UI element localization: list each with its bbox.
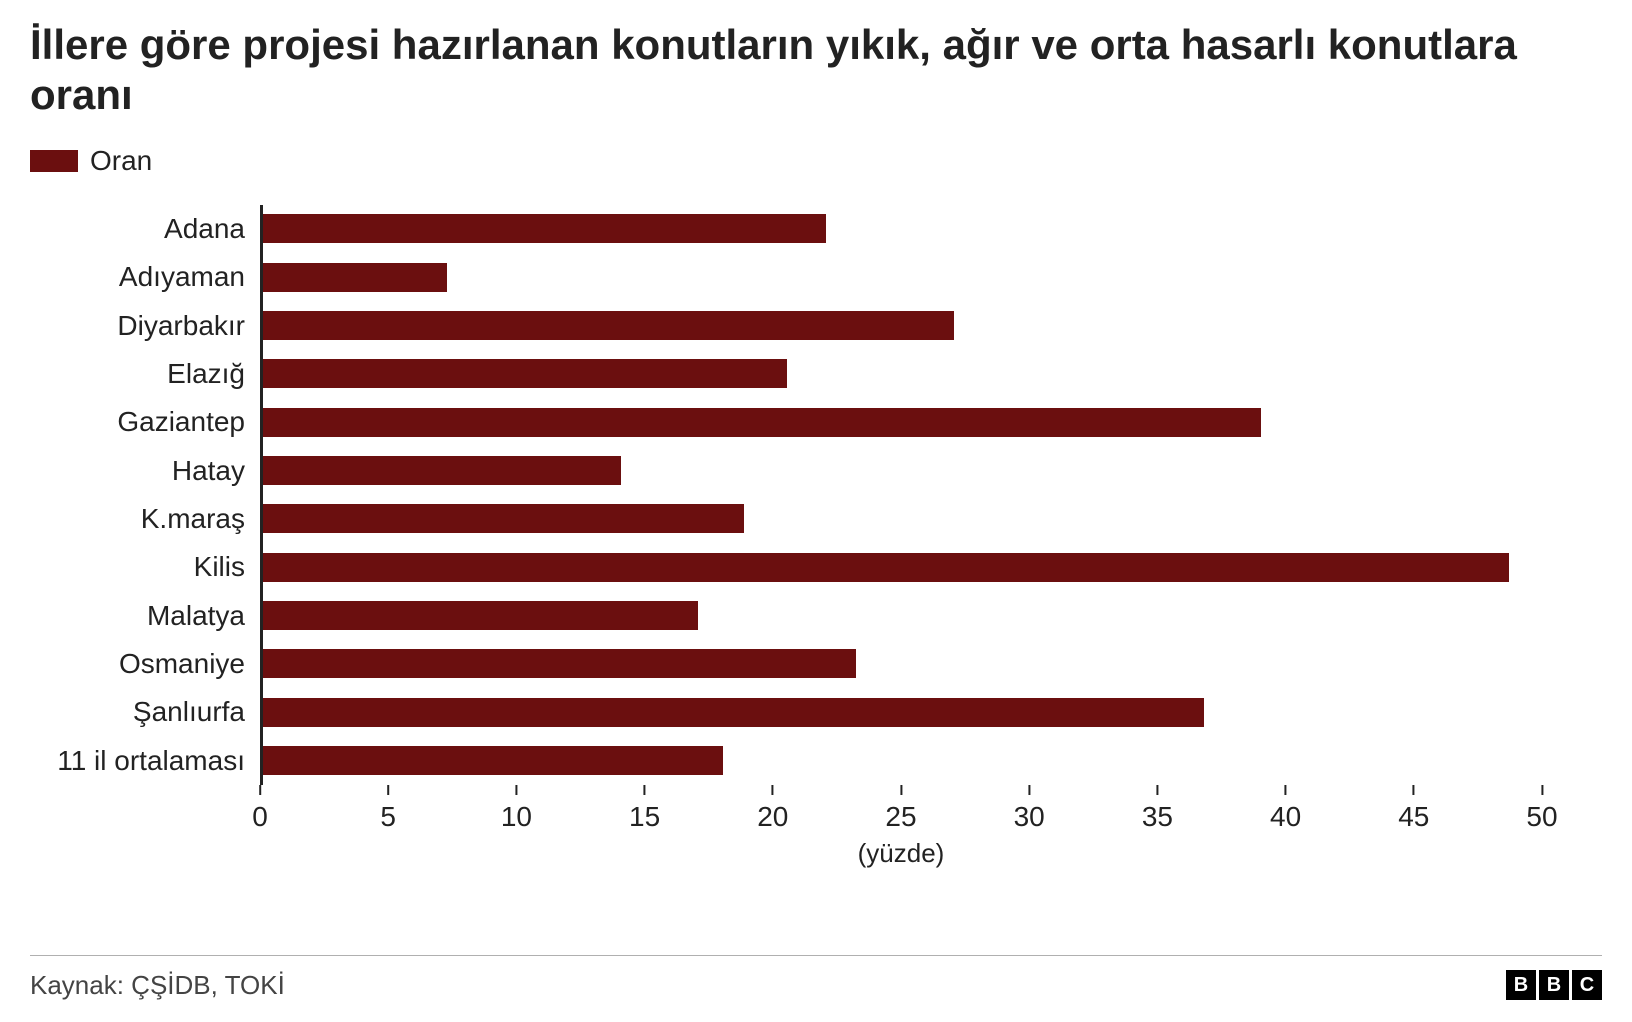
tick-mark — [1541, 785, 1543, 795]
category-label: Adıyaman — [119, 261, 245, 293]
tick-label: 35 — [1142, 801, 1173, 833]
bar — [263, 504, 744, 533]
x-tick: 15 — [629, 785, 660, 833]
bar — [263, 649, 856, 678]
legend: Oran — [30, 145, 1602, 177]
x-axis: (yüzde) 05101520253035404550 — [260, 785, 1542, 865]
tick-label: 10 — [501, 801, 532, 833]
tick-mark — [1413, 785, 1415, 795]
bar — [263, 263, 447, 292]
tick-mark — [259, 785, 261, 795]
bar-row: Adıyaman — [263, 253, 1542, 301]
chart-title: İllere göre projesi hazırlanan konutları… — [30, 20, 1530, 121]
bar — [263, 553, 1509, 582]
tick-label: 0 — [252, 801, 268, 833]
x-tick: 20 — [757, 785, 788, 833]
bar-row: K.maraş — [263, 495, 1542, 543]
tick-label: 5 — [380, 801, 396, 833]
bar-row: Şanlıurfa — [263, 688, 1542, 736]
tick-label: 30 — [1014, 801, 1045, 833]
category-label: Şanlıurfa — [133, 696, 245, 728]
x-axis-title: (yüzde) — [858, 838, 945, 869]
x-tick: 45 — [1398, 785, 1429, 833]
bbc-logo: BBC — [1506, 970, 1602, 1000]
x-tick: 25 — [885, 785, 916, 833]
bar — [263, 359, 787, 388]
tick-mark — [644, 785, 646, 795]
logo-letter: B — [1539, 970, 1569, 1000]
tick-label: 20 — [757, 801, 788, 833]
category-label: K.maraş — [141, 503, 245, 535]
tick-label: 50 — [1526, 801, 1557, 833]
x-tick: 50 — [1526, 785, 1557, 833]
category-label: Diyarbakır — [117, 310, 245, 342]
bar — [263, 601, 698, 630]
category-label: Kilis — [194, 551, 245, 583]
bar-row: Hatay — [263, 446, 1542, 494]
logo-letter: B — [1506, 970, 1536, 1000]
bars-container: AdanaAdıyamanDiyarbakırElazığGaziantepHa… — [263, 205, 1542, 785]
bar — [263, 214, 826, 243]
tick-mark — [1028, 785, 1030, 795]
bar-row: Elazığ — [263, 350, 1542, 398]
legend-swatch — [30, 150, 78, 172]
bar-row: Osmaniye — [263, 640, 1542, 688]
bar — [263, 746, 723, 775]
logo-letter: C — [1572, 970, 1602, 1000]
bar — [263, 698, 1204, 727]
plot-region: AdanaAdıyamanDiyarbakırElazığGaziantepHa… — [260, 205, 1542, 785]
tick-label: 15 — [629, 801, 660, 833]
tick-mark — [387, 785, 389, 795]
x-tick: 0 — [252, 785, 268, 833]
category-label: Elazığ — [167, 358, 245, 390]
bar — [263, 408, 1261, 437]
x-tick: 10 — [501, 785, 532, 833]
tick-label: 40 — [1270, 801, 1301, 833]
bar-row: Diyarbakır — [263, 301, 1542, 349]
category-label: Malatya — [147, 600, 245, 632]
x-tick: 5 — [380, 785, 396, 833]
tick-mark — [1156, 785, 1158, 795]
legend-label: Oran — [90, 145, 152, 177]
bar — [263, 311, 954, 340]
bar-row: Gaziantep — [263, 398, 1542, 446]
category-label: Osmaniye — [119, 648, 245, 680]
bar-row: Malatya — [263, 591, 1542, 639]
bar-row: Kilis — [263, 543, 1542, 591]
tick-mark — [900, 785, 902, 795]
category-label: Gaziantep — [117, 406, 245, 438]
x-tick: 30 — [1014, 785, 1045, 833]
footer: Kaynak: ÇŞİDB, TOKİ BBC — [30, 955, 1602, 1001]
bar — [263, 456, 621, 485]
category-label: Hatay — [172, 455, 245, 487]
x-tick: 40 — [1270, 785, 1301, 833]
chart-area: AdanaAdıyamanDiyarbakırElazığGaziantepHa… — [260, 205, 1542, 865]
x-tick: 35 — [1142, 785, 1173, 833]
bar-row: Adana — [263, 205, 1542, 253]
tick-label: 45 — [1398, 801, 1429, 833]
source-text: Kaynak: ÇŞİDB, TOKİ — [30, 970, 285, 1001]
category-label: 11 il ortalaması — [57, 745, 245, 777]
tick-mark — [772, 785, 774, 795]
category-label: Adana — [164, 213, 245, 245]
tick-mark — [1285, 785, 1287, 795]
bar-row: 11 il ortalaması — [263, 736, 1542, 784]
tick-label: 25 — [885, 801, 916, 833]
tick-mark — [515, 785, 517, 795]
